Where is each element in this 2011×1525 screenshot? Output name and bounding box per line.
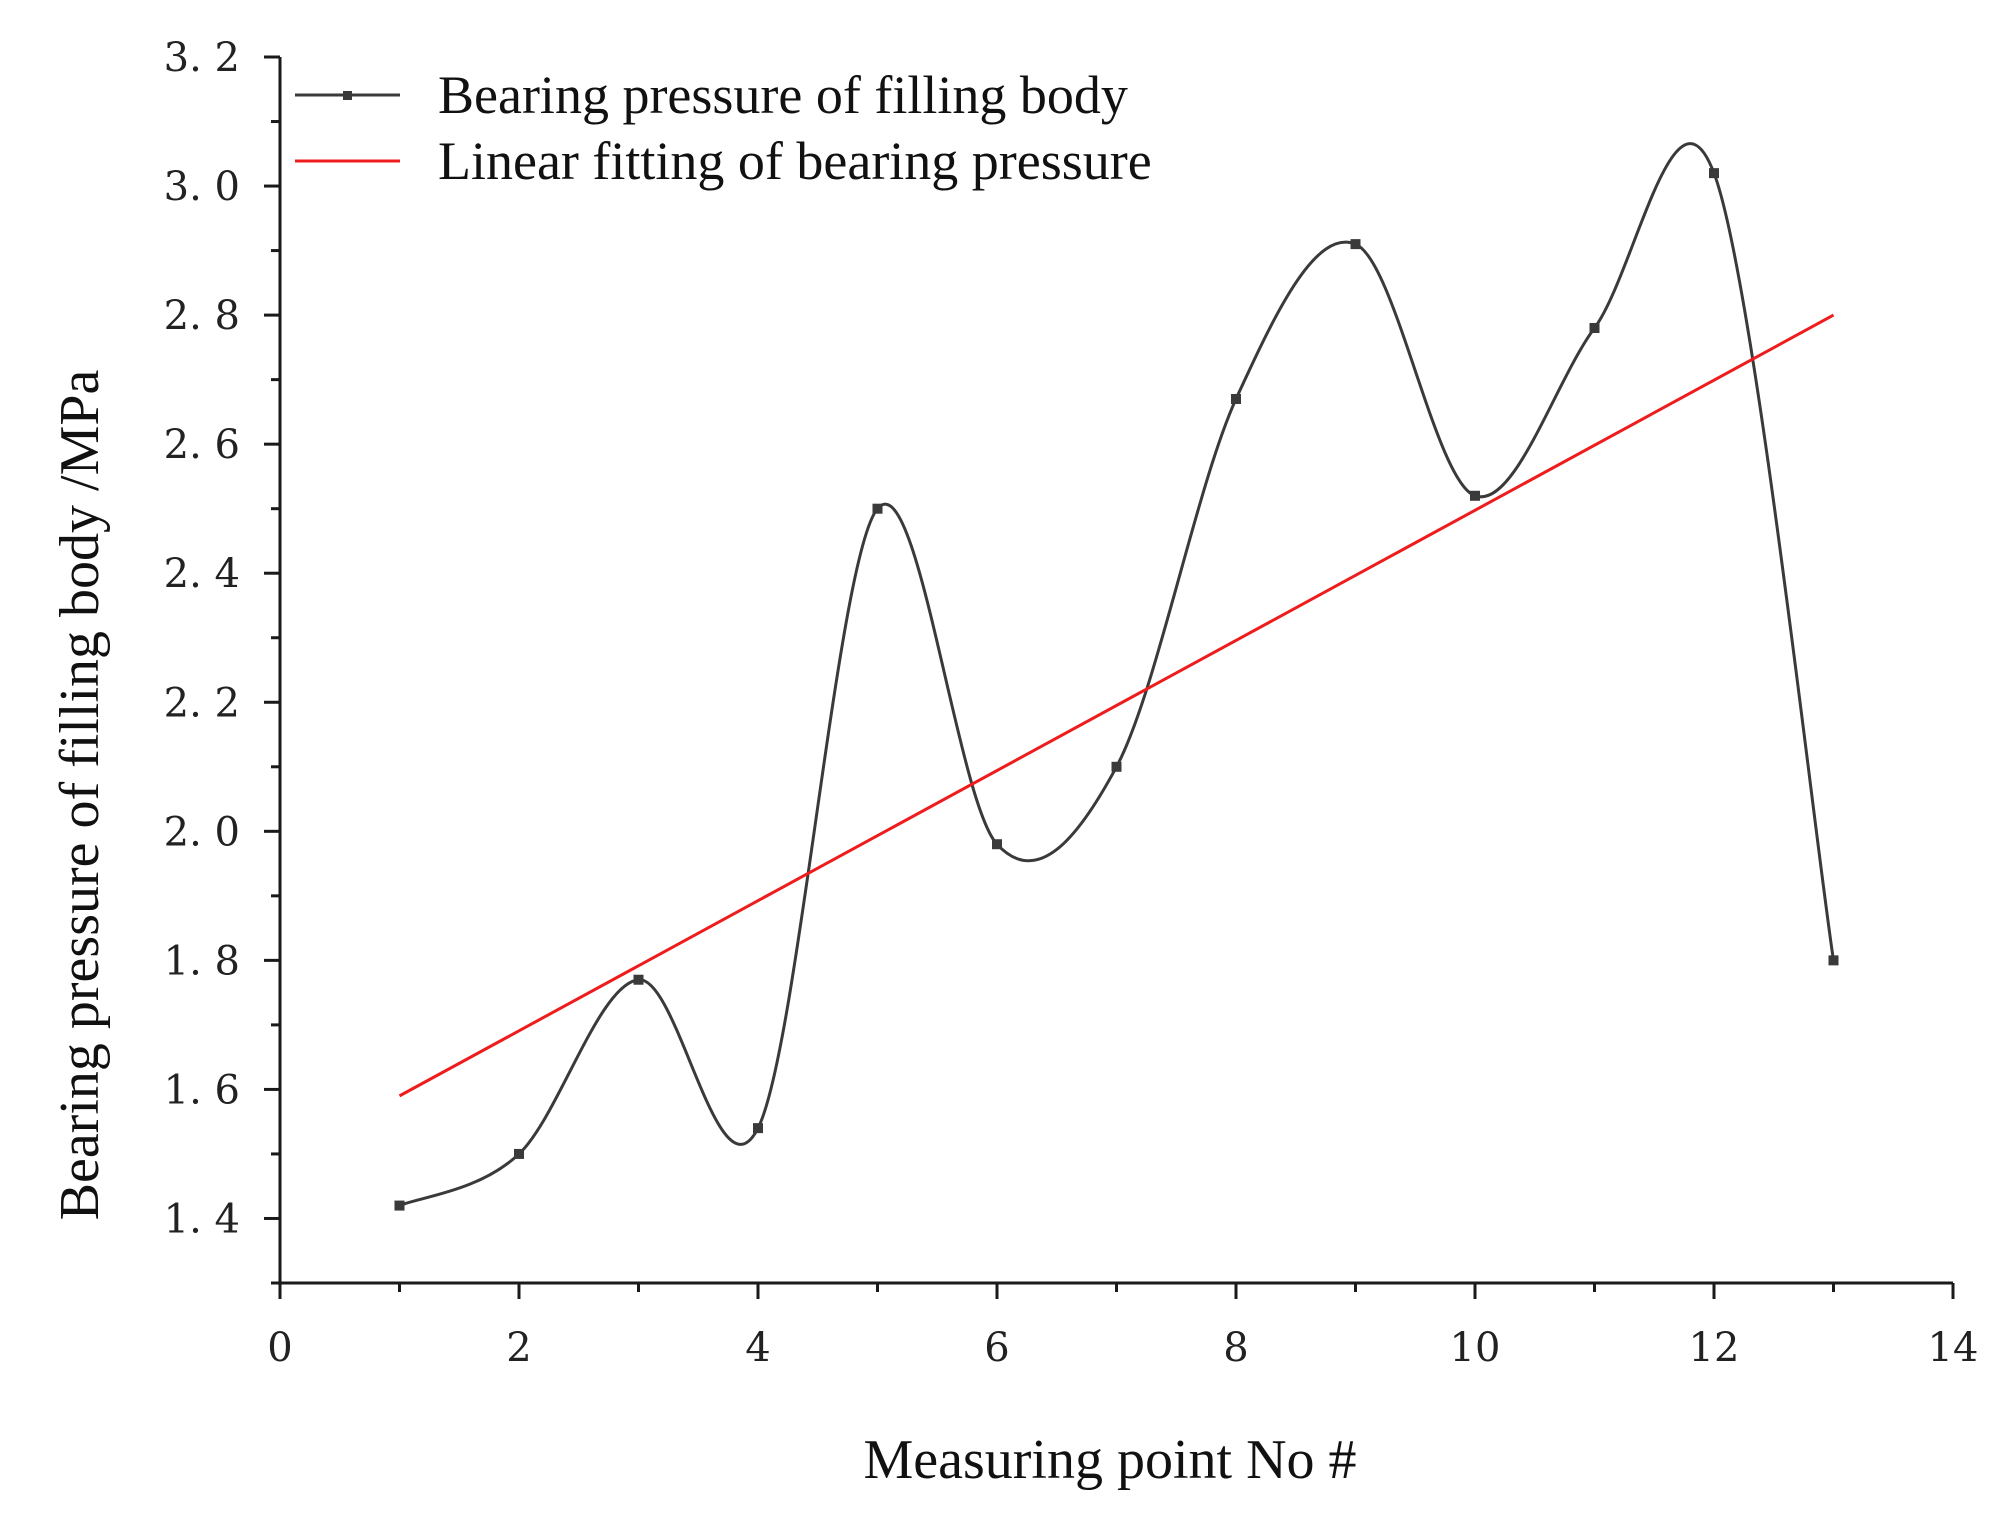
y-tick-label: 2. 2 [164,680,240,726]
data-point-bearing-pressure [1709,168,1719,179]
x-ticks: 0 2 4 6 8 10 12 14 [267,1283,1978,1371]
data-point-bearing-pressure [394,1200,405,1211]
data-point-bearing-pressure [872,503,883,514]
x-tick-label: 10 [1450,1325,1501,1371]
data-point-bearing-pressure [514,1148,524,1159]
y-ticks: 1. 4 1. 6 1. 8 2. 0 2. 2 2. 4 2. 6 2. 8 3. 0 3. 2 [164,35,280,1285]
data-point-bearing-pressure [1231,393,1241,404]
series-line-bearing-pressure [398,142,1835,1207]
x-tick-label: 14 [1928,1325,1979,1371]
axes [278,57,1953,1285]
data-point-bearing-pressure [992,839,1002,850]
legend-marker-bearing-pressure [343,91,352,100]
y-tick-label: 2. 0 [164,809,240,855]
data-point-bearing-pressure [1589,323,1600,334]
y-tick-label: 1. 8 [164,938,240,984]
x-tick-label: 4 [745,1325,770,1371]
y-tick-label: 1. 6 [164,1067,240,1113]
x-tick-label: 6 [984,1325,1009,1371]
data-point-bearing-pressure [753,1123,763,1134]
legend-label-bearing-pressure: Bearing pressure of filling body [438,65,1128,125]
x-tick-label: 0 [267,1325,292,1371]
data-point-bearing-pressure [1111,761,1122,772]
y-tick-label: 1. 4 [164,1196,240,1242]
data-point-bearing-pressure [633,974,644,985]
data-point-bearing-pressure [1350,239,1361,250]
legend-label-linear-fit: Linear fitting of bearing pressure [438,131,1152,191]
plot-area [394,142,1839,1211]
data-point-bearing-pressure [1470,490,1480,501]
x-axis-title: Measuring point No # [863,1429,1356,1491]
legend: Bearing pressure of filling body Linear … [295,65,1152,191]
y-tick-label: 2. 8 [164,293,240,339]
series-line-linear-fit [398,313,1835,1098]
y-tick-label: 2. 6 [164,422,240,468]
y-tick-label: 2. 4 [164,551,240,597]
x-tick-label: 8 [1223,1325,1248,1371]
x-tick-label: 2 [506,1325,531,1371]
y-tick-label: 3. 0 [164,164,240,210]
x-tick-label: 12 [1689,1325,1740,1371]
y-tick-label: 3. 2 [164,35,240,81]
data-point-bearing-pressure [1828,955,1839,966]
y-axis-title: Bearing pressure of filling body /MPa [49,369,111,1220]
